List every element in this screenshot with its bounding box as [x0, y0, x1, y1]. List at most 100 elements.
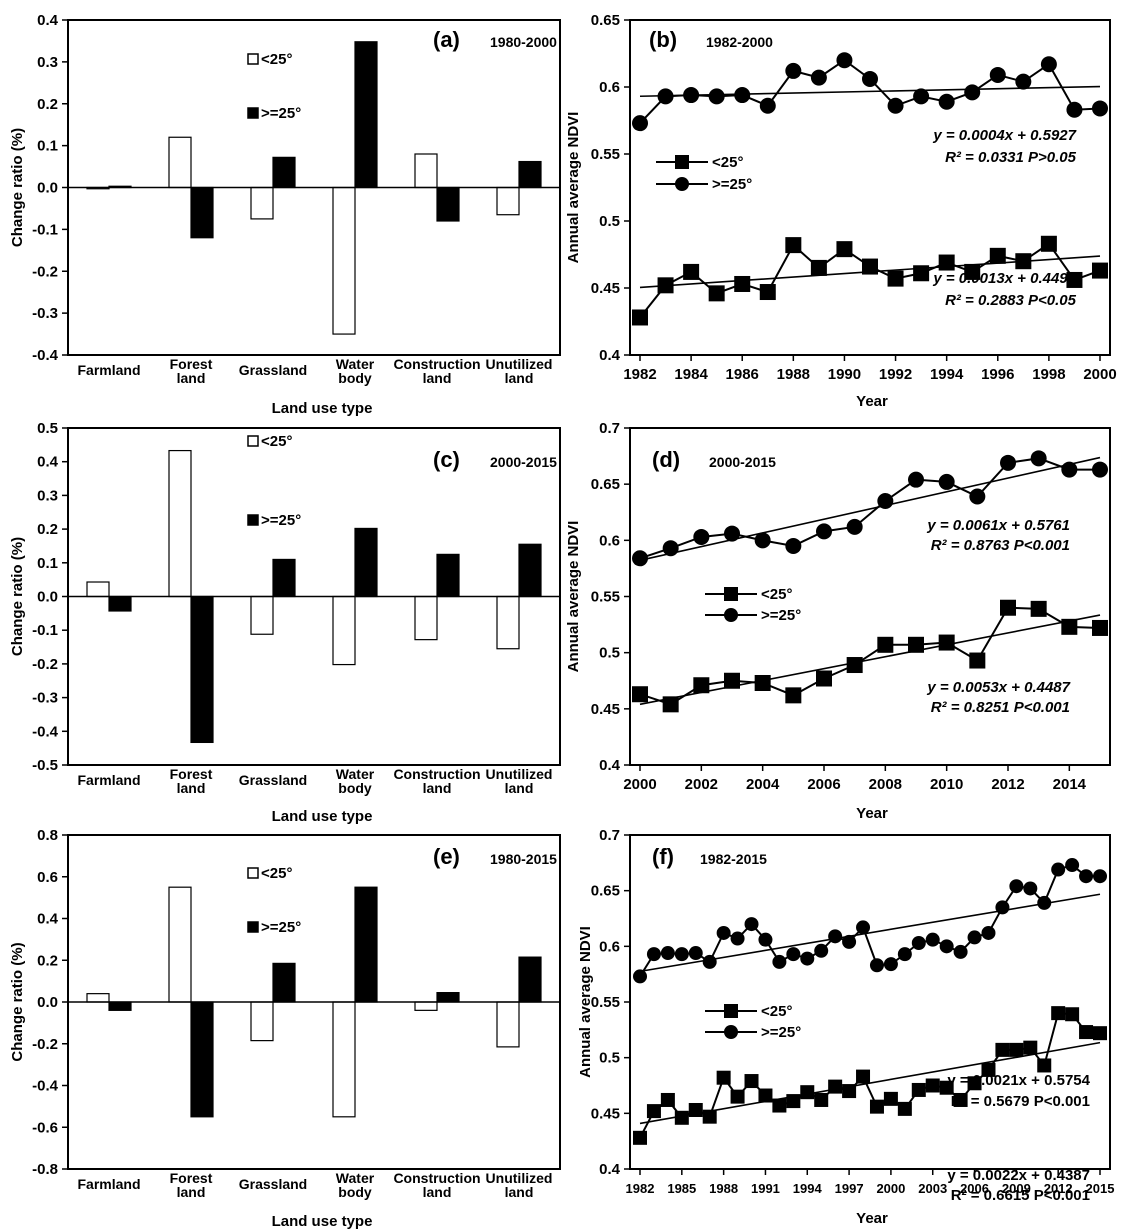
- point-ge25: [759, 97, 776, 114]
- point-lt25: [995, 1042, 1010, 1057]
- legend-label-lt25: <25°: [261, 865, 292, 882]
- x-tick-label: 1992: [879, 366, 912, 383]
- y-tick-label: 0.45: [591, 701, 620, 718]
- point-ge25: [1030, 450, 1047, 467]
- point-lt25: [989, 247, 1006, 264]
- point-ge25: [836, 52, 853, 69]
- bar-ge25: [190, 595, 214, 744]
- x-tick-label: 2004: [746, 776, 780, 793]
- x-tick-label: 1985: [667, 1181, 696, 1196]
- panel-period: 2000-2015: [490, 454, 557, 470]
- bar-ge25: [272, 156, 296, 189]
- y-tick-label: -0.1: [32, 221, 58, 238]
- y-tick-label: 0.1: [37, 555, 58, 572]
- category-label: Grassland: [239, 772, 307, 788]
- panel-label: (b): [649, 27, 677, 52]
- point-lt25: [646, 1104, 661, 1119]
- bar-ge25: [436, 186, 460, 222]
- point-ge25: [856, 920, 871, 935]
- legend-marker-lt25: [247, 53, 259, 65]
- point-ge25: [846, 518, 863, 535]
- point-ge25: [939, 939, 954, 954]
- point-ge25: [908, 471, 924, 488]
- r-squared: R² = 0.5679 P<0.001: [951, 1093, 1090, 1110]
- y-tick-label: 0.65: [591, 883, 620, 900]
- y-tick-label: 0.2: [37, 96, 58, 113]
- x-tick-label: 1997: [835, 1181, 864, 1196]
- point-ge25: [814, 943, 829, 958]
- legend-label-lt25: <25°: [761, 586, 792, 603]
- y-tick-label: 0.6: [599, 79, 620, 96]
- bar-lt25: [250, 1001, 274, 1042]
- y-tick-label: 0.55: [591, 146, 620, 163]
- point-lt25: [772, 1098, 787, 1113]
- point-lt25: [969, 652, 986, 669]
- point-lt25: [708, 285, 725, 302]
- category-label: Farmland: [77, 362, 140, 378]
- y-axis-label: Change ratio (%): [9, 128, 26, 247]
- point-ge25: [693, 528, 710, 545]
- point-ge25: [897, 947, 912, 962]
- point-ge25: [744, 917, 759, 932]
- y-tick-label: -0.6: [32, 1119, 58, 1136]
- bar-lt25: [168, 886, 192, 1003]
- bar-lt25: [86, 993, 110, 1003]
- trend-line-ge25: [639, 456, 1101, 562]
- point-ge25: [702, 954, 717, 969]
- point-ge25: [810, 69, 827, 86]
- y-tick-label: 0.7: [599, 420, 620, 437]
- point-ge25: [1065, 858, 1080, 873]
- legend-marker-ge25: [247, 921, 259, 933]
- bar-lt25: [250, 186, 274, 220]
- x-axis-label: Land use type: [272, 808, 373, 825]
- x-tick-label: 2000: [1083, 366, 1116, 383]
- point-ge25: [716, 925, 731, 940]
- point-ge25: [688, 946, 703, 961]
- point-lt25: [1015, 253, 1032, 270]
- point-lt25: [814, 1092, 829, 1107]
- point-lt25: [836, 241, 853, 258]
- y-axis-label: Change ratio (%): [9, 537, 26, 656]
- equation: y = 0.0013x + 0.4491: [932, 270, 1076, 287]
- y-tick-label: 0.7: [599, 827, 620, 844]
- bar-ge25: [190, 186, 214, 239]
- trend-line-ge25: [639, 893, 1101, 973]
- point-ge25: [989, 66, 1006, 83]
- legend-marker-ge25: [675, 177, 689, 191]
- point-lt25: [828, 1079, 843, 1094]
- equation: y = 0.0053x + 0.4487: [926, 679, 1070, 696]
- point-ge25: [964, 84, 981, 101]
- panel-e: 0.8 0.6 0.4 0.2 0.0 -0.2 -0.4 -0.6 -0.8 Change ra…: [9, 827, 561, 1230]
- category-label: Unutilized land: [486, 356, 553, 386]
- x-tick-label: 1982: [626, 1181, 655, 1196]
- point-ge25: [674, 947, 689, 962]
- point-lt25: [862, 258, 878, 275]
- legend-label-ge25: >=25°: [261, 105, 301, 122]
- legend-label-ge25: >=25°: [712, 176, 752, 193]
- point-lt25: [981, 1062, 996, 1077]
- y-tick-label: 0.45: [591, 1105, 620, 1122]
- x-tick-label: 1994: [793, 1181, 823, 1196]
- point-ge25: [786, 947, 801, 962]
- point-lt25: [716, 1070, 731, 1085]
- point-ge25: [800, 951, 815, 966]
- legend-marker-lt25: [247, 867, 259, 879]
- point-ge25: [877, 493, 894, 510]
- point-ge25: [754, 532, 771, 549]
- bar-lt25: [332, 595, 356, 666]
- category-label: Construction land: [393, 356, 480, 386]
- point-lt25: [785, 687, 802, 704]
- point-ge25: [816, 523, 832, 540]
- y-tick-label: 0.55: [591, 994, 620, 1011]
- bar-lt25: [168, 449, 192, 598]
- x-tick-label: 1996: [981, 366, 1014, 383]
- category-label: Grassland: [239, 1176, 307, 1192]
- category-label: Water body: [336, 766, 375, 796]
- category-label: Construction land: [393, 766, 480, 796]
- legend-label-lt25: <25°: [712, 154, 743, 171]
- r-squared: R² = 0.2883 P<0.05: [945, 292, 1077, 309]
- bar-ge25: [518, 956, 542, 1003]
- point-lt25: [759, 284, 776, 301]
- point-ge25: [1066, 101, 1083, 118]
- y-tick-label: 0.3: [37, 487, 58, 504]
